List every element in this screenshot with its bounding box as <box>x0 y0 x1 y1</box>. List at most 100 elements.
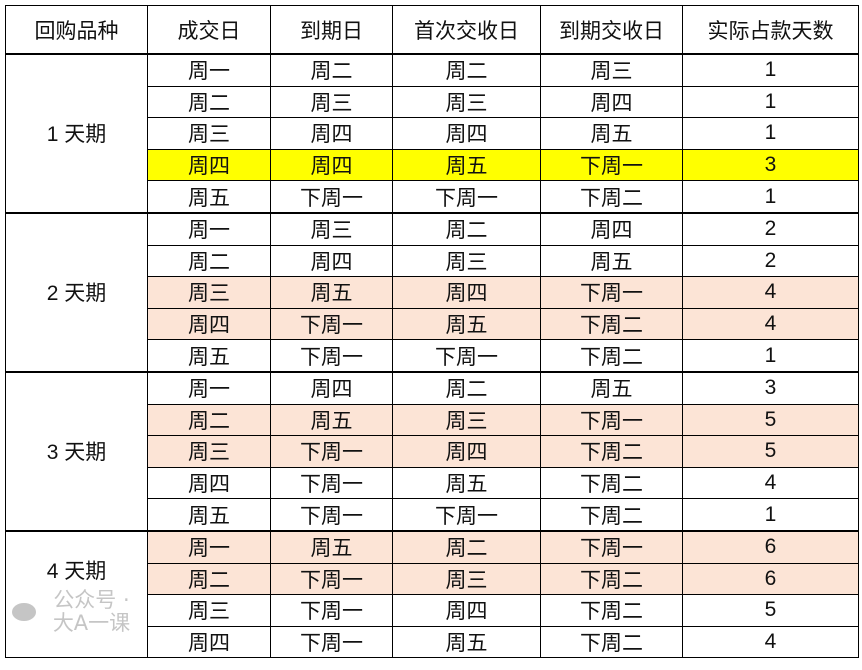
table-cell: 3 <box>682 370 859 405</box>
column-header: 实际占款天数 <box>682 5 859 55</box>
table-row: 周四 下周一 周五 下周二 4 <box>6 307 859 341</box>
column-header: 成交日 <box>147 5 271 55</box>
table-cell: 下周一 <box>270 435 393 468</box>
table-row: 1 天期 周一 周二 周二 周三 1 <box>5 52 859 214</box>
table-cell: 周四 <box>270 148 393 182</box>
table-cell: 下周一 <box>270 594 393 627</box>
table-row: 周三 下周一 周四 下周二 5 <box>6 435 859 468</box>
table-row: 周四 周四 周五 下周一 3 <box>6 148 859 182</box>
group-cell: 2 天期 <box>5 211 148 373</box>
table-cell: 周一 <box>147 211 271 246</box>
table-cell: 周五 <box>147 180 271 214</box>
table-cell: 1 <box>682 52 859 87</box>
table-cell: 6 <box>682 529 859 564</box>
table-cell: 下周一 <box>392 498 541 532</box>
table-cell: 周三 <box>270 85 393 119</box>
table-cell: 下周一 <box>270 562 393 596</box>
table-cell: 下周一 <box>270 498 393 532</box>
table-cell: 2 <box>682 211 859 246</box>
table-cell: 周一 <box>147 370 271 405</box>
wechat-icon <box>11 602 36 621</box>
table-cell: 5 <box>682 594 859 627</box>
table-cell: 周二 <box>147 403 271 437</box>
table-cell: 周五 <box>540 117 683 150</box>
table-row: 周二 下周一 周三 下周二 6 <box>6 562 859 596</box>
header-row: 回购品种 成交日 到期日 首次交收日 到期交收日 实际占款天数 <box>5 5 859 55</box>
table-cell: 4 <box>682 276 859 309</box>
table-cell: 周二 <box>392 211 541 246</box>
table-cell: 1 <box>682 180 859 214</box>
table-cell: 下周一 <box>540 148 683 182</box>
group-label: 4 天期 <box>46 559 107 583</box>
group-cell: 1 天期 <box>5 53 148 214</box>
table-cell: 下周一 <box>392 180 541 214</box>
table-cell: 下周二 <box>540 498 683 532</box>
table-cell: 周二 <box>270 52 393 87</box>
table-cell: 周一 <box>147 52 271 87</box>
table-cell: 周四 <box>392 276 541 309</box>
table-cell: 周二 <box>147 562 271 596</box>
table-cell: 周三 <box>392 85 541 119</box>
table-cell: 周四 <box>392 594 541 627</box>
table-cell: 周三 <box>147 117 271 150</box>
table-cell: 周三 <box>270 211 393 246</box>
table-row: 周三 下周一 周四 下周二 5 <box>6 594 859 627</box>
table-row: 4 天期 公众号 · 大A一课 周一 周五 周二 下周一 6 <box>5 529 859 659</box>
column-header: 到期交收日 <box>540 5 683 55</box>
column-header: 到期日 <box>270 5 393 55</box>
table-cell: 周五 <box>147 498 271 532</box>
table-cell: 5 <box>682 403 859 437</box>
table-cell: 周三 <box>392 244 541 278</box>
group-cell: 4 天期公众号 · 大A一课 <box>5 529 148 659</box>
table-cell: 下周一 <box>270 339 393 373</box>
table-cell: 5 <box>682 435 859 468</box>
table-cell: 周二 <box>392 52 541 87</box>
table-cell: 3 <box>682 148 859 182</box>
table-cell: 1 <box>682 85 859 119</box>
table-row: 周三 周五 周四 下周一 4 <box>6 276 859 309</box>
table-cell: 周五 <box>270 529 393 564</box>
table-cell: 4 <box>682 466 859 500</box>
table-cell: 4 <box>682 625 859 659</box>
table-cell: 周四 <box>147 466 271 500</box>
table-cell: 下周一 <box>270 466 393 500</box>
table-cell: 周五 <box>392 148 541 182</box>
table-cell: 下周二 <box>540 435 683 468</box>
group-label: 2 天期 <box>46 282 107 306</box>
repo-days-table: 回购品种 成交日 到期日 首次交收日 到期交收日 实际占款天数 1 天期 周一 周二 周二 周三 1… <box>5 5 859 659</box>
table-row: 周二 周五 周三 下周一 5 <box>6 403 859 437</box>
table-cell: 1 <box>682 339 859 373</box>
group-label: 3 天期 <box>46 441 107 465</box>
table-row: 周五 下周一 下周一 下周二 1 <box>6 180 859 214</box>
table-cell: 周五 <box>392 307 541 341</box>
table-cell: 周三 <box>392 562 541 596</box>
table-cell: 周四 <box>270 244 393 278</box>
table-cell: 下周一 <box>270 307 393 341</box>
table-cell: 下周一 <box>540 403 683 437</box>
table-cell: 周四 <box>392 435 541 468</box>
table-cell: 下周二 <box>540 180 683 214</box>
table-cell: 周四 <box>270 117 393 150</box>
table-cell: 周五 <box>270 403 393 437</box>
table-cell: 周三 <box>147 276 271 309</box>
column-header: 回购品种 <box>5 5 148 55</box>
table-cell: 下周二 <box>540 307 683 341</box>
table-cell: 6 <box>682 562 859 596</box>
group-cell: 3 天期 <box>5 370 148 532</box>
watermark: 公众号 · 大A一课 <box>11 588 142 635</box>
table-cell: 下周二 <box>540 594 683 627</box>
table-cell: 下周二 <box>540 466 683 500</box>
table-cell: 1 <box>682 117 859 150</box>
column-header: 首次交收日 <box>392 5 541 55</box>
table-cell: 周四 <box>270 370 393 405</box>
table-cell: 周三 <box>147 435 271 468</box>
table-cell: 下周一 <box>540 529 683 564</box>
table-row: 周四 下周一 周五 下周二 4 <box>6 625 859 659</box>
table-cell: 下周一 <box>392 339 541 373</box>
table-cell: 周二 <box>392 370 541 405</box>
table-cell: 4 <box>682 307 859 341</box>
table-cell: 2 <box>682 244 859 278</box>
table-cell: 下周二 <box>540 625 683 659</box>
table-cell: 周四 <box>540 85 683 119</box>
table-cell: 周五 <box>392 466 541 500</box>
